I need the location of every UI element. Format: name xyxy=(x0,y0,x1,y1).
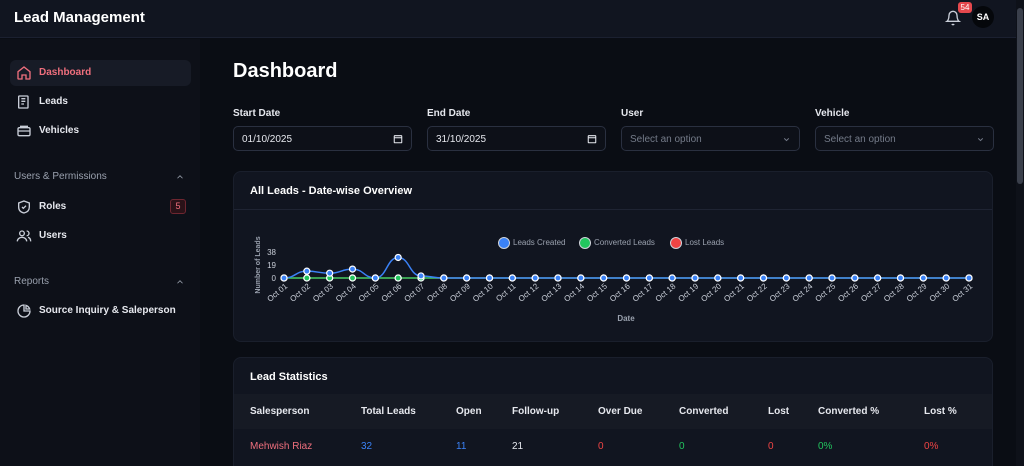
column-header: Salesperson xyxy=(250,406,310,417)
user-filter-label: User xyxy=(621,108,644,119)
users-icon xyxy=(16,230,32,242)
start-date-value: 01/10/2025 xyxy=(242,134,293,145)
scrollbar-thumb[interactable] xyxy=(1017,8,1023,184)
vehicle-filter-label: Vehicle xyxy=(815,108,850,119)
sidebar-item-dashboard[interactable]: Dashboard xyxy=(10,60,191,86)
vehicle-icon xyxy=(17,125,31,137)
start-date-label: Start Date xyxy=(233,108,281,119)
user-select-placeholder: Select an option xyxy=(630,134,702,145)
sidebar-item-leads[interactable]: Leads xyxy=(10,89,191,115)
roles-count-badge: 5 xyxy=(170,199,186,214)
column-header: Converted xyxy=(679,406,729,417)
column-header: Total Leads xyxy=(361,406,416,417)
legend-label: Leads Created xyxy=(513,238,566,247)
overdue-value: 0 xyxy=(598,441,604,452)
stats-card-title: Lead Statistics xyxy=(250,371,328,383)
leads-icon xyxy=(18,95,29,109)
followup-value: 21 xyxy=(512,441,524,452)
sidebar-item-label: Dashboard xyxy=(39,67,92,78)
legend-label: Converted Leads xyxy=(594,238,655,247)
sidebar-item-roles[interactable]: Roles 5 xyxy=(10,194,191,220)
sidebar-item-label: Leads xyxy=(39,96,68,107)
bell-icon[interactable] xyxy=(944,10,962,26)
app-title: Lead Management xyxy=(14,9,145,26)
calendar-icon[interactable] xyxy=(393,134,403,144)
sidebar-item-source-inquiry[interactable]: Source Inquiry & Saleperson xyxy=(10,298,191,324)
converted-pct-value: 0% xyxy=(818,441,833,452)
calendar-icon[interactable] xyxy=(587,134,597,144)
legend-swatch xyxy=(579,237,591,249)
column-header: Open xyxy=(456,406,482,417)
shield-icon xyxy=(18,200,30,214)
user-select[interactable]: Select an option xyxy=(621,126,800,151)
salesperson-link[interactable]: Mehwish Riaz xyxy=(250,441,313,452)
column-header: Follow-up xyxy=(512,406,560,417)
section-heading-reports: Reports xyxy=(14,276,50,287)
legend-swatch xyxy=(498,237,510,249)
leads-overview-card: All Leads - Date-wise Overview xyxy=(233,171,993,342)
vehicle-select[interactable]: Select an option xyxy=(815,126,994,151)
sidebar-item-users[interactable]: Users xyxy=(10,223,191,249)
converted-value: 0 xyxy=(679,441,685,452)
legend-swatch xyxy=(670,237,682,249)
column-header: Converted % xyxy=(818,406,880,417)
vehicle-select-placeholder: Select an option xyxy=(824,134,896,145)
sidebar-item-label: Vehicles xyxy=(39,125,80,136)
column-header: Lost % xyxy=(924,406,957,417)
sidebar-item-label: Users xyxy=(39,230,67,241)
stats-table-header: Salesperson Total Leads Open Follow-up O… xyxy=(234,394,992,429)
sidebar: Dashboard Leads Vehicles Users & Permiss… xyxy=(0,39,200,466)
section-heading-users-permissions: Users & Permissions xyxy=(14,171,107,182)
start-date-input[interactable]: 01/10/2025 xyxy=(233,126,412,151)
chevron-up-icon[interactable] xyxy=(175,277,185,287)
notification-badge: 54 xyxy=(958,2,972,13)
chevron-up-icon[interactable] xyxy=(175,172,185,182)
page-title: Dashboard xyxy=(233,60,338,82)
sidebar-item-vehicles[interactable]: Vehicles xyxy=(10,118,191,144)
lost-value: 0 xyxy=(768,441,774,452)
chart-card-title: All Leads - Date-wise Overview xyxy=(250,185,413,197)
avatar[interactable]: SA xyxy=(972,6,994,28)
end-date-value: 31/10/2025 xyxy=(436,134,487,145)
pie-chart-icon xyxy=(17,304,31,318)
total-leads-value[interactable]: 32 xyxy=(361,441,373,452)
legend-label: Lost Leads xyxy=(685,238,725,247)
column-header: Lost xyxy=(768,406,790,417)
open-value[interactable]: 11 xyxy=(456,441,467,452)
chevron-down-icon xyxy=(977,138,984,142)
scrollbar-track[interactable] xyxy=(1016,0,1024,466)
sidebar-item-label: Roles xyxy=(39,201,67,212)
top-bar: Lead Management 54 SA xyxy=(0,0,1016,38)
divider xyxy=(234,209,992,210)
home-icon xyxy=(17,66,31,80)
end-date-input[interactable]: 31/10/2025 xyxy=(427,126,606,151)
end-date-label: End Date xyxy=(427,108,471,119)
lost-pct-value: 0% xyxy=(924,441,939,452)
chevron-down-icon xyxy=(783,138,790,142)
column-header: Over Due xyxy=(598,406,643,417)
sidebar-item-label: Source Inquiry & Saleperson xyxy=(39,305,176,316)
